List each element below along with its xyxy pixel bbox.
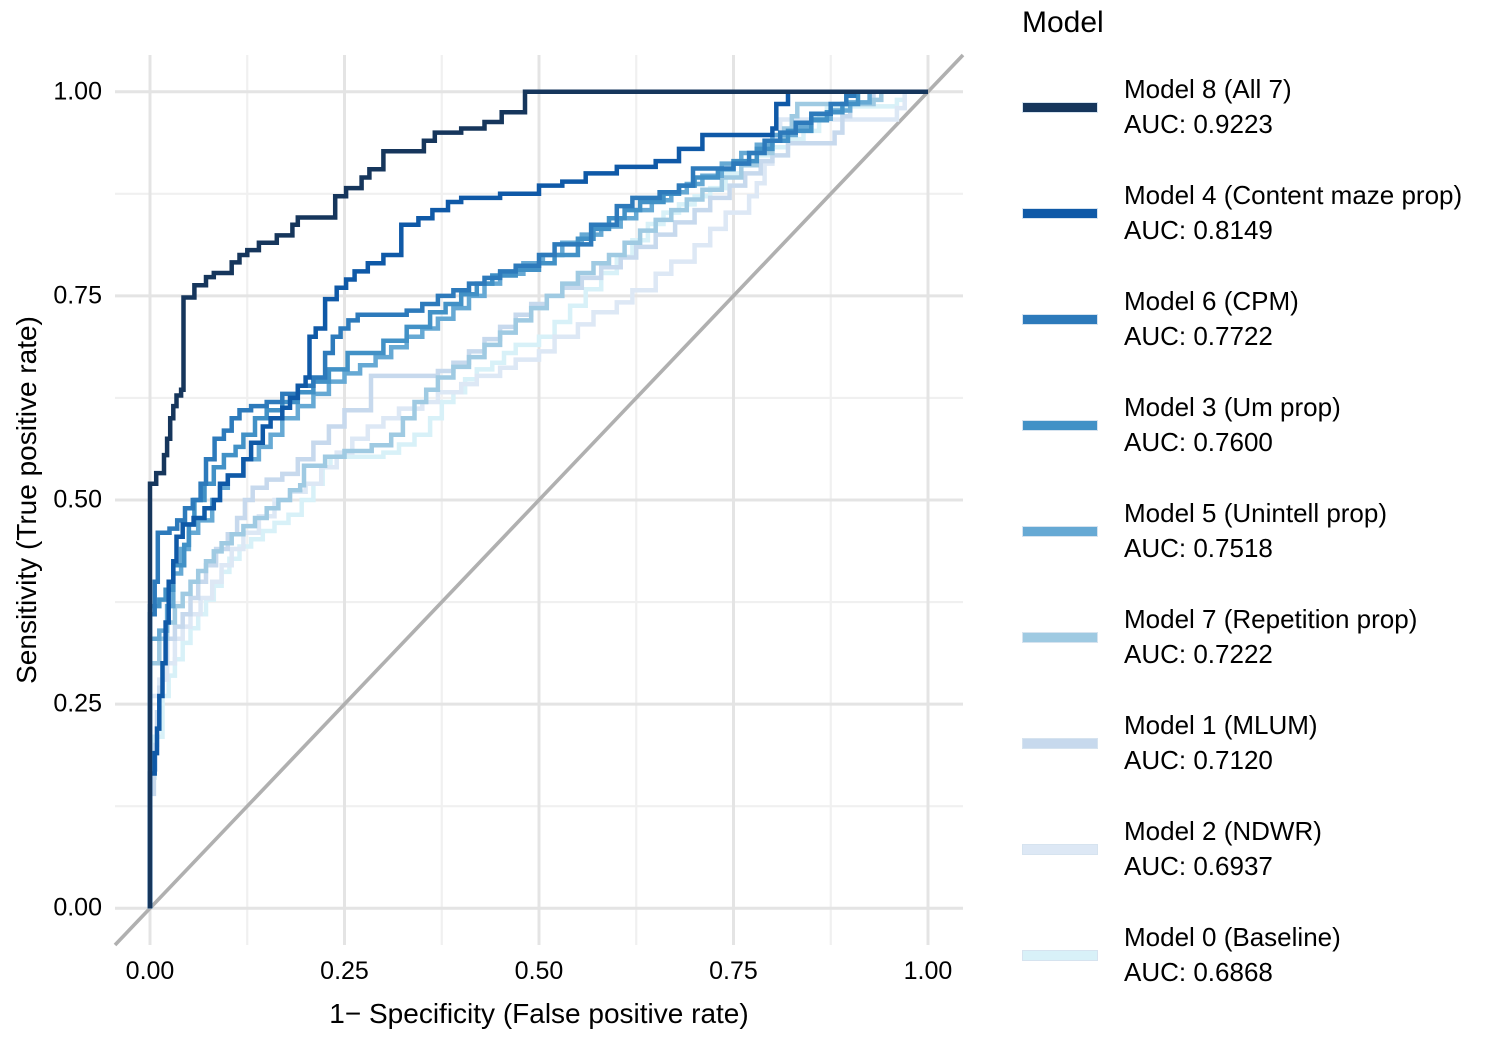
legend-model-name: Model 0 (Baseline) [1124,922,1341,952]
legend-entry-model-2: Model 2 (NDWR) AUC: 0.6937 [1022,814,1462,884]
y-tick-label-0.25: 0.25 [53,689,102,718]
legend-auc-value: AUC: 0.6937 [1124,851,1273,881]
legend-key-box-model-2 [1022,843,1098,855]
legend-key-box-model-0 [1022,949,1098,961]
legend-key-box-model-4 [1022,207,1098,219]
legend-line-swatch-model-7 [1022,631,1098,643]
legend-auc-value: AUC: 0.8149 [1124,215,1273,245]
roc-curve-model-4 [147,89,928,909]
legend-title: Model [1022,6,1104,39]
legend-line-swatch-model-3 [1022,419,1098,431]
legend-line-swatch-model-2 [1022,843,1098,855]
legend-model-name: Model 8 (All 7) [1124,74,1292,104]
legend-line-swatch-model-1 [1022,737,1098,749]
legend-model-name: Model 1 (MLUM) [1124,710,1318,740]
y-tick-label-1.00: 1.00 [53,77,102,106]
legend-label-model-1: Model 1 (MLUM) AUC: 0.7120 [1124,708,1318,778]
legend-model-name: Model 3 (Um prop) [1124,392,1341,422]
legend-line-swatch-model-8 [1022,101,1098,113]
legend-label-model-8: Model 8 (All 7) AUC: 0.9223 [1124,72,1292,142]
legend-label-model-4: Model 4 (Content maze prop) AUC: 0.8149 [1124,178,1462,248]
x-tick-label-0.00: 0.00 [125,957,175,985]
legend-label-model-2: Model 2 (NDWR) AUC: 0.6937 [1124,814,1322,884]
legend-label-model-0: Model 0 (Baseline) AUC: 0.6868 [1124,920,1341,990]
roc-plot-panel [113,53,965,947]
legend-auc-value: AUC: 0.7722 [1124,321,1273,351]
chance-diagonal-line [113,53,965,947]
legend-model-name: Model 4 (Content maze prop) [1124,180,1463,210]
roc-curve-model-2 [147,89,928,909]
legend-model-name: Model 7 (Repetition prop) [1124,604,1418,634]
legend-auc-value: AUC: 0.9223 [1124,109,1273,139]
roc-curve-model-6 [147,89,928,909]
legend-line-swatch-model-5 [1022,525,1098,537]
legend-key-box-model-5 [1022,525,1098,537]
legend-entry-model-4: Model 4 (Content maze prop) AUC: 0.8149 [1022,178,1462,248]
legend-label-model-3: Model 3 (Um prop) AUC: 0.7600 [1124,390,1341,460]
legend-entry-model-1: Model 1 (MLUM) AUC: 0.7120 [1022,708,1462,778]
legend-key-box-model-3 [1022,419,1098,431]
legend-entry-model-3: Model 3 (Um prop) AUC: 0.7600 [1022,390,1462,460]
legend-key-box-model-7 [1022,631,1098,643]
legend-line-swatch-model-6 [1022,313,1098,325]
legend-auc-value: AUC: 0.7120 [1124,745,1273,775]
legend-entries: Model 8 (All 7) AUC: 0.9223 Model 4 (Conte… [1022,72,1462,1026]
legend-line-swatch-model-0 [1022,949,1098,961]
y-axis-title: Sensitivity (True positive rate) [11,316,42,684]
legend-label-model-7: Model 7 (Repetition prop) AUC: 0.7222 [1124,602,1417,672]
legend-model-name: Model 6 (CPM) [1124,286,1299,316]
legend-entry-model-6: Model 6 (CPM) AUC: 0.7722 [1022,284,1462,354]
x-tick-label-0.25: 0.25 [320,957,369,985]
x-tick-label-0.50: 0.50 [514,957,564,985]
legend-entry-model-7: Model 7 (Repetition prop) AUC: 0.7222 [1022,602,1462,672]
legend-label-model-5: Model 5 (Unintell prop) AUC: 0.7518 [1124,496,1387,566]
legend-auc-value: AUC: 0.7222 [1124,639,1273,669]
legend-auc-value: AUC: 0.7600 [1124,427,1273,457]
legend-auc-value: AUC: 0.7518 [1124,533,1273,563]
legend-key-box-model-1 [1022,737,1098,749]
legend-key-box-model-8 [1022,101,1098,113]
x-axis-title: 1− Specificity (False positive rate) [329,998,749,1029]
roc-curve-model-7 [147,89,928,909]
y-tick-label-0.75: 0.75 [53,281,102,310]
legend-auc-value: AUC: 0.6868 [1124,957,1273,987]
legend-key-box-model-6 [1022,313,1098,325]
legend: Model Model 8 (All 7) AUC: 0.9223 Model 4 … [1016,0,1496,987]
y-tick-label-0.00: 0.00 [53,893,102,922]
legend-model-name: Model 5 (Unintell prop) [1124,498,1388,528]
legend-entry-model-0: Model 0 (Baseline) AUC: 0.6868 [1022,920,1462,990]
legend-line-swatch-model-4 [1022,207,1098,219]
legend-entry-model-8: Model 8 (All 7) AUC: 0.9223 [1022,72,1462,142]
y-tick-label-0.50: 0.50 [53,485,102,514]
x-tick-label-0.75: 0.75 [709,957,758,985]
legend-model-name: Model 2 (NDWR) [1124,816,1322,846]
x-tick-label-1.00: 1.00 [903,957,953,985]
legend-entry-model-5: Model 5 (Unintell prop) AUC: 0.7518 [1022,496,1462,566]
legend-label-model-6: Model 6 (CPM) AUC: 0.7722 [1124,284,1299,354]
roc-curve-model-8 [147,89,928,909]
